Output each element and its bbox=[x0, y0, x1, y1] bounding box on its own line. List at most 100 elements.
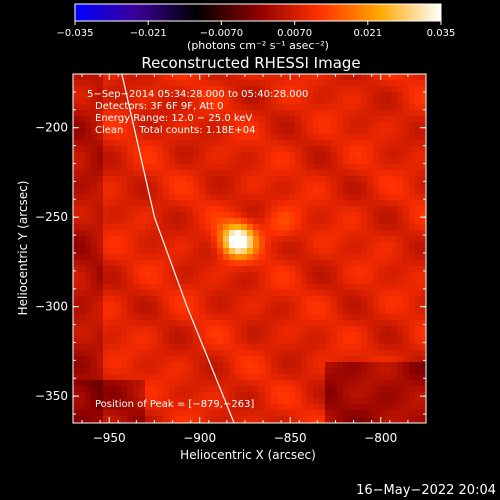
heatmap-cell bbox=[349, 284, 356, 291]
heatmap-cell bbox=[199, 284, 206, 291]
heatmap-cell bbox=[217, 188, 224, 195]
heatmap-cell bbox=[409, 182, 416, 189]
heatmap-cell bbox=[229, 242, 236, 249]
heatmap-cell bbox=[295, 182, 302, 189]
heatmap-cell bbox=[97, 326, 104, 333]
heatmap-cell bbox=[343, 320, 350, 327]
heatmap-cell bbox=[373, 260, 380, 267]
heatmap-cell bbox=[409, 176, 416, 183]
heatmap-cell bbox=[169, 344, 176, 351]
heatmap-cell bbox=[301, 122, 308, 129]
heatmap-cell bbox=[397, 374, 404, 381]
heatmap-cell bbox=[313, 278, 320, 285]
heatmap-cell bbox=[193, 188, 200, 195]
heatmap-cell bbox=[385, 380, 392, 387]
heatmap-cell bbox=[241, 344, 248, 351]
heatmap-cell bbox=[79, 356, 86, 363]
heatmap-cell bbox=[373, 164, 380, 171]
heatmap-cell bbox=[265, 344, 272, 351]
heatmap-cell bbox=[139, 350, 146, 357]
heatmap-cell bbox=[85, 320, 92, 327]
heatmap-cell bbox=[379, 410, 386, 417]
heatmap-cell bbox=[241, 302, 248, 309]
heatmap-cell bbox=[223, 308, 230, 315]
heatmap-cell bbox=[313, 158, 320, 165]
heatmap-cell bbox=[157, 338, 164, 345]
heatmap-cell bbox=[253, 230, 260, 237]
heatmap-cell bbox=[199, 362, 206, 369]
heatmap-cell bbox=[169, 278, 176, 285]
heatmap-cell bbox=[133, 212, 140, 219]
heatmap-cell bbox=[163, 104, 170, 111]
heatmap-cell bbox=[313, 86, 320, 93]
heatmap-cell bbox=[205, 158, 212, 165]
heatmap-cell bbox=[421, 398, 426, 405]
heatmap-cell bbox=[289, 134, 296, 141]
heatmap-cell bbox=[163, 134, 170, 141]
heatmap-cell bbox=[397, 122, 404, 129]
heatmap-cell bbox=[403, 398, 410, 405]
heatmap-cell bbox=[265, 200, 272, 207]
heatmap-cell bbox=[199, 332, 206, 339]
heatmap-cell bbox=[103, 182, 110, 189]
heatmap-cell bbox=[283, 116, 290, 123]
heatmap-cell bbox=[139, 278, 146, 285]
heatmap-cell bbox=[163, 338, 170, 345]
heatmap-cell bbox=[169, 416, 176, 423]
heatmap-cell bbox=[247, 182, 254, 189]
heatmap-cell bbox=[277, 266, 284, 273]
heatmap-cell bbox=[205, 170, 212, 177]
heatmap-cell bbox=[217, 140, 224, 147]
heatmap-cell bbox=[271, 404, 278, 411]
heatmap-cell bbox=[217, 110, 224, 117]
heatmap-cell bbox=[163, 344, 170, 351]
heatmap-cell bbox=[163, 320, 170, 327]
heatmap-cell bbox=[229, 404, 236, 411]
heatmap-cell bbox=[403, 416, 410, 423]
heatmap-cell bbox=[415, 134, 422, 141]
heatmap-cell bbox=[73, 86, 80, 93]
heatmap-cell bbox=[97, 368, 104, 375]
heatmap-cell bbox=[211, 158, 218, 165]
heatmap-cell bbox=[79, 380, 86, 387]
heatmap-cell bbox=[187, 398, 194, 405]
heatmap-cell bbox=[361, 98, 368, 105]
heatmap-cell bbox=[421, 146, 426, 153]
heatmap-cell bbox=[277, 170, 284, 177]
heatmap-cell bbox=[313, 200, 320, 207]
heatmap-cell bbox=[211, 302, 218, 309]
heatmap-cell bbox=[217, 200, 224, 207]
heatmap-cell bbox=[205, 110, 212, 117]
heatmap-cell bbox=[181, 170, 188, 177]
heatmap-cell bbox=[85, 272, 92, 279]
heatmap-cell bbox=[307, 182, 314, 189]
heatmap-cell bbox=[265, 260, 272, 267]
heatmap-cell bbox=[277, 386, 284, 393]
heatmap-cell bbox=[355, 314, 362, 321]
heatmap-cell bbox=[391, 224, 398, 231]
heatmap-cell bbox=[241, 272, 248, 279]
heatmap-cell bbox=[163, 158, 170, 165]
heatmap-cell bbox=[289, 152, 296, 159]
heatmap-cell bbox=[409, 200, 416, 207]
heatmap-cell bbox=[349, 416, 356, 423]
heatmap-cell bbox=[313, 218, 320, 225]
colorbar bbox=[74, 3, 442, 22]
heatmap-cell bbox=[133, 224, 140, 231]
heatmap-cell bbox=[247, 206, 254, 213]
heatmap-cell bbox=[133, 152, 140, 159]
heatmap-cell bbox=[289, 314, 296, 321]
heatmap-cell bbox=[343, 212, 350, 219]
heatmap-cell bbox=[259, 362, 266, 369]
heatmap-cell bbox=[343, 308, 350, 315]
heatmap-cell bbox=[331, 350, 338, 357]
heatmap-cell bbox=[259, 194, 266, 201]
heatmap-cell bbox=[73, 194, 80, 201]
heatmap-cell bbox=[259, 392, 266, 399]
heatmap-cell bbox=[415, 200, 422, 207]
heatmap-cell bbox=[85, 260, 92, 267]
heatmap-cell bbox=[133, 116, 140, 123]
heatmap-cell bbox=[73, 242, 80, 249]
heatmap-cell bbox=[205, 272, 212, 279]
heatmap-cell bbox=[367, 362, 374, 369]
